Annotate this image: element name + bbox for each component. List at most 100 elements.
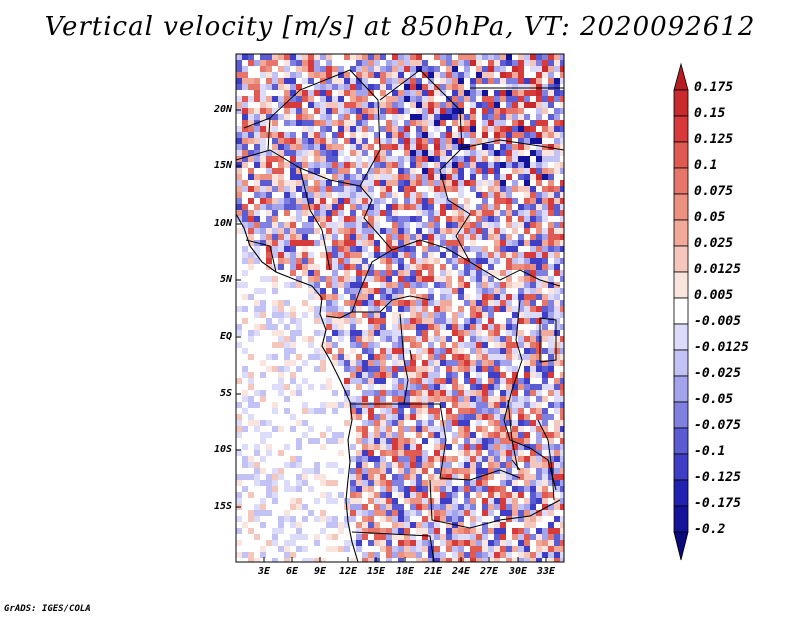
field-cell xyxy=(362,336,369,343)
field-cell xyxy=(434,162,441,169)
field-cell xyxy=(536,354,543,361)
lon-label: 6E xyxy=(285,566,299,577)
field-cell xyxy=(320,90,327,97)
field-cell xyxy=(470,222,477,229)
field-cell xyxy=(302,384,309,391)
field-cell xyxy=(302,456,309,463)
field-cell xyxy=(320,192,327,199)
field-cell xyxy=(464,468,471,475)
field-cell xyxy=(272,180,279,187)
field-cell xyxy=(392,522,399,529)
field-cell xyxy=(302,96,309,103)
field-cell xyxy=(518,396,525,403)
field-cell xyxy=(260,264,267,271)
field-cell xyxy=(326,360,333,367)
field-cell xyxy=(392,108,399,115)
field-cell xyxy=(302,432,309,439)
field-cell xyxy=(266,426,273,433)
field-cell xyxy=(314,282,321,289)
field-cell xyxy=(536,396,543,403)
field-cell xyxy=(470,522,477,529)
field-cell xyxy=(296,450,303,457)
field-cell xyxy=(374,420,381,427)
field-cell xyxy=(554,186,561,193)
field-cell xyxy=(506,462,513,469)
field-cell xyxy=(266,522,273,529)
field-cell xyxy=(512,60,519,67)
field-cell xyxy=(392,120,399,127)
field-cell xyxy=(332,354,339,361)
field-cell xyxy=(500,510,507,517)
field-cell xyxy=(476,120,483,127)
field-cell xyxy=(524,156,531,163)
field-cell xyxy=(296,66,303,73)
field-cell xyxy=(326,486,333,493)
field-cell xyxy=(410,558,417,562)
field-cell xyxy=(422,258,429,265)
field-cell xyxy=(422,402,429,409)
field-cell xyxy=(356,390,363,397)
field-cell xyxy=(374,444,381,451)
field-cell xyxy=(362,144,369,151)
field-cell xyxy=(272,246,279,253)
field-cell xyxy=(524,360,531,367)
field-cell xyxy=(314,312,321,319)
field-cell xyxy=(422,480,429,487)
field-cell xyxy=(512,534,519,541)
field-cell xyxy=(260,246,267,253)
colorbar-label: 0.0125 xyxy=(694,262,741,277)
field-cell xyxy=(314,372,321,379)
field-cell xyxy=(284,558,291,562)
field-cell xyxy=(416,264,423,271)
field-cell xyxy=(506,498,513,505)
field-cell xyxy=(242,432,249,439)
field-cell xyxy=(524,228,531,235)
field-cell xyxy=(380,294,387,301)
field-cell xyxy=(308,438,315,445)
field-cell xyxy=(326,396,333,403)
field-cell xyxy=(308,258,315,265)
field-cell xyxy=(368,144,375,151)
field-cell xyxy=(488,462,495,469)
field-cell xyxy=(428,258,435,265)
field-cell xyxy=(536,366,543,373)
colorbar-label: 0.125 xyxy=(694,132,734,147)
field-cell xyxy=(458,378,465,385)
field-cell xyxy=(248,420,255,427)
field-cell xyxy=(560,144,564,151)
field-cell xyxy=(452,168,459,175)
field-cell xyxy=(482,204,489,211)
field-cell xyxy=(362,186,369,193)
field-cell xyxy=(542,366,549,373)
field-cell xyxy=(434,90,441,97)
field-cell xyxy=(362,138,369,145)
field-cell xyxy=(380,96,387,103)
field-cell xyxy=(374,510,381,517)
field-cell xyxy=(482,360,489,367)
field-cell xyxy=(338,348,345,355)
field-cell xyxy=(386,222,393,229)
field-cell xyxy=(374,492,381,499)
field-cell xyxy=(506,294,513,301)
field-cell xyxy=(536,552,543,559)
field-cell xyxy=(518,54,525,61)
field-cell xyxy=(560,528,564,535)
field-cell xyxy=(500,456,507,463)
field-cell xyxy=(452,120,459,127)
field-cell xyxy=(248,186,255,193)
field-cell xyxy=(356,54,363,61)
field-cell xyxy=(530,156,537,163)
field-cell xyxy=(548,492,555,499)
field-cell xyxy=(518,504,525,511)
field-cell xyxy=(482,354,489,361)
field-cell xyxy=(482,246,489,253)
field-cell xyxy=(338,78,345,85)
field-cell xyxy=(554,132,561,139)
field-cell xyxy=(548,108,555,115)
field-cell xyxy=(356,60,363,67)
field-cell xyxy=(416,114,423,121)
field-cell xyxy=(398,84,405,91)
field-cell xyxy=(332,198,339,205)
field-cell xyxy=(518,252,525,259)
field-cell xyxy=(530,360,537,367)
